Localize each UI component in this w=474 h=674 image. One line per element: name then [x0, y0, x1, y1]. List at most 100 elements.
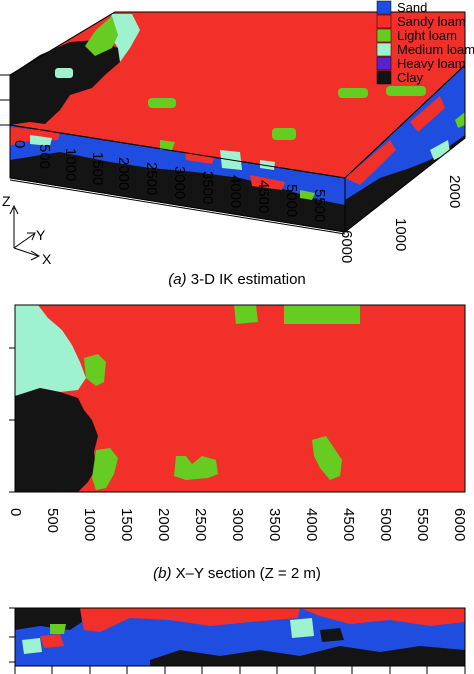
front-red-patch-3	[250, 175, 285, 190]
y-tick-label: 2000	[446, 175, 463, 208]
axis-label-y: Y	[36, 227, 46, 243]
section-c-light-loam	[50, 624, 66, 634]
x-arrow	[13, 247, 39, 257]
top-clay-patch	[10, 40, 120, 125]
x-tick-label: 2500	[143, 162, 160, 195]
x-arrowhead	[30, 250, 41, 261]
section-light-loam-2	[92, 448, 118, 490]
legend-label-sandy-loam: Sandy loam	[397, 14, 466, 29]
legend-swatch-light-loam	[376, 28, 392, 43]
panel-b-x-axis: 0 500 1000 1500 2000 2500 3000 3500 4000…	[7, 508, 468, 541]
section-c-clay-spot	[320, 628, 344, 642]
panel-a-3d-block	[0, 11, 466, 234]
section-c-clay-left	[15, 608, 82, 630]
section-c-red-1	[80, 608, 300, 632]
axis-label-x: X	[42, 251, 52, 267]
legend-swatch-sand	[376, 0, 392, 15]
section-light-loam-4	[284, 305, 360, 324]
x-tick-label: 1500	[89, 152, 106, 185]
x-tick-label: 1000	[81, 508, 98, 541]
z-arrowhead	[9, 204, 19, 215]
axis-label-z: Z	[2, 193, 11, 209]
x-tick-label: 500	[44, 508, 61, 533]
caption-text: 3-D IK estimation	[186, 271, 306, 288]
x-tick-label: 5000	[283, 184, 300, 217]
legend-label-sand: Sand	[397, 0, 427, 15]
section-frame	[14, 304, 466, 493]
panel-c-section	[9, 607, 466, 674]
caption-tag: (a)	[168, 271, 187, 288]
side-light-loam	[455, 112, 465, 128]
y-arrowhead	[27, 232, 36, 241]
y-arrow	[13, 233, 35, 249]
x-tick-label: 4000	[227, 175, 244, 208]
top-light-loam-spot-2	[272, 128, 296, 140]
legend-swatch-heavy-loam	[376, 56, 392, 71]
legend-label-light-loam: Light loam	[397, 28, 457, 43]
front-medium-loam-1	[30, 135, 52, 146]
x-tick-label: 3000	[229, 508, 246, 541]
legend-swatch-sandy-loam	[376, 14, 392, 29]
section-light-loam-1	[84, 354, 106, 386]
side-medium-loam	[430, 140, 450, 160]
panel-a-y-axis: 1000 2000	[392, 175, 463, 251]
caption-text: X–Y section (Z = 2 m)	[171, 565, 321, 582]
x-tick-label: 4000	[303, 508, 320, 541]
x-tick-label: 2500	[192, 508, 209, 541]
x-tick-label: 0	[7, 508, 24, 516]
legend-label-clay: Clay	[397, 70, 424, 85]
section-medium-loam	[15, 305, 86, 396]
x-tick-label: 5500	[414, 508, 431, 541]
caption-tag: (b)	[153, 565, 172, 582]
section-c-clay-band	[150, 646, 465, 666]
section-light-loam-6	[312, 436, 342, 480]
section-clay	[15, 388, 98, 492]
x-tick-label: 3500	[266, 508, 283, 541]
y-tick-label: 1000	[392, 218, 409, 251]
x-tick-label: 6000	[451, 508, 468, 541]
x-tick-label: 2000	[155, 508, 172, 541]
section-c-x-ticks	[14, 666, 466, 674]
legend-swatch-clay	[376, 70, 392, 85]
legend-label-medium-loam: Medium loam	[397, 42, 474, 57]
caption-panel-b: (b) X–Y section (Z = 2 m)	[0, 565, 474, 582]
section-c-medium-loam-2	[290, 618, 314, 638]
panel-a-x-axis: 0 500 1000 1500 2000 2500 3000 3500 4000…	[9, 140, 355, 263]
top-medium-loam-spot	[55, 68, 73, 78]
top-light-loam-spot-3	[338, 88, 368, 98]
x-tick-label: 3500	[199, 171, 216, 204]
section-c-red-2	[300, 608, 465, 626]
top-light-loam-spot-4	[386, 86, 426, 96]
legend-swatch-medium-loam	[376, 42, 392, 57]
x-tick-label: 5500	[311, 189, 328, 222]
front-light-loam-1	[160, 140, 175, 150]
legend: Sand Sandy loam Light loam Medium loam H…	[376, 0, 474, 85]
x-axis-line	[9, 179, 346, 235]
x-tick-label: 5000	[377, 508, 394, 541]
x-tick-label: 1500	[118, 508, 135, 541]
x-tick-label: 1000	[62, 148, 79, 181]
x-tick-label: 3000	[171, 166, 188, 199]
side-red-patch-2	[410, 96, 445, 132]
x-tick-label: 0	[11, 140, 28, 148]
section-c-medium-loam-1	[22, 638, 42, 654]
section-light-loam-5	[174, 456, 218, 480]
x-tick-label: 6000	[338, 230, 355, 263]
x-tick-label: 2000	[115, 157, 132, 190]
caption-panel-a: (a) 3-D IK estimation	[0, 271, 474, 288]
panel-b-section	[9, 304, 466, 493]
x-tick-label: 4500	[255, 180, 272, 213]
top-light-loam-spot-1	[148, 98, 176, 108]
front-medium-loam-3	[260, 160, 275, 170]
axes-indicator	[9, 204, 41, 261]
section-light-loam-3	[234, 305, 258, 324]
section-c-red-3	[40, 634, 64, 648]
legend-label-heavy-loam: Heavy loam	[397, 56, 466, 71]
top-light-loam-patch	[85, 16, 118, 56]
front-clay-band	[10, 152, 345, 232]
side-red-patch-1	[345, 140, 396, 185]
x-tick-label: 500	[36, 144, 53, 169]
front-light-loam-2	[300, 190, 315, 200]
x-tick-label: 4500	[340, 508, 357, 541]
